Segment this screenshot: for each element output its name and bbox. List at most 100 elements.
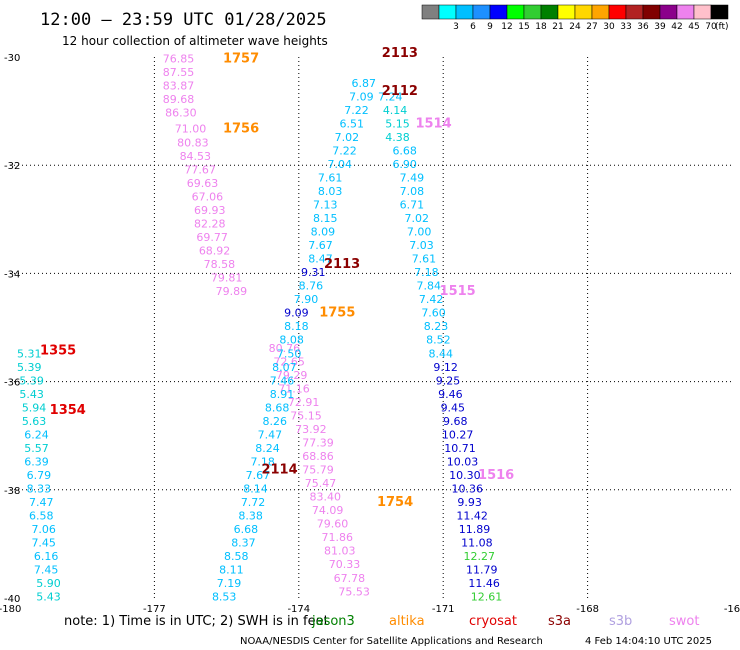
pass-number-label: 2112	[382, 84, 418, 99]
color-swatch	[557, 4, 576, 20]
color-scale-label: 12	[501, 22, 512, 32]
wave-height-value: 7.06	[31, 523, 56, 536]
wave-height-value: 11.42	[456, 510, 488, 523]
wave-height-value: 87.55	[163, 66, 195, 79]
color-swatch	[693, 4, 712, 20]
wave-height-value: 9.68	[443, 415, 468, 428]
wave-height-value: 7.02	[404, 212, 429, 225]
y-tick-label: -32	[4, 161, 20, 172]
wave-height-value: 82.28	[194, 217, 226, 230]
wave-height-value: 8.38	[238, 510, 263, 523]
color-scale-label: 70	[705, 22, 717, 32]
wave-height-value: 67.78	[334, 572, 366, 585]
color-swatch	[455, 4, 474, 20]
wave-height-value: 5.39	[17, 361, 42, 374]
wave-height-value: 6.24	[24, 428, 49, 441]
wave-height-value: 6.90	[392, 158, 417, 171]
color-scale-label: 30	[603, 22, 615, 32]
wave-height-value: 6.71	[400, 198, 425, 211]
pass-number-label: 1515	[440, 284, 476, 299]
color-scale-label: 21	[552, 22, 563, 32]
pass-number-label: 1757	[223, 51, 259, 66]
wave-height-value: 7.09	[349, 90, 374, 103]
wave-height-value: 7.08	[400, 185, 425, 198]
color-scale-label: 27	[586, 22, 597, 32]
wave-height-value: 8.58	[224, 550, 249, 563]
wave-height-value: 75.47	[305, 477, 337, 490]
y-tick-label: -30	[4, 53, 20, 64]
color-swatch	[438, 4, 457, 20]
wave-height-value: 9.31	[301, 266, 326, 279]
wave-height-value: 8.09	[311, 226, 336, 239]
color-swatch	[625, 4, 644, 20]
wave-height-value: 10.27	[442, 428, 474, 441]
wave-height-value: 7.04	[327, 158, 352, 171]
pass-number-label: 1516	[478, 468, 514, 483]
pass-number-label: 2113	[382, 46, 418, 61]
color-scale-label: 42	[671, 22, 682, 32]
wave-height-value: 7.22	[344, 104, 369, 117]
pass-numbers: 1757 1756 1755 1754 2113 2112 2113 2114 1514 1515…	[40, 46, 514, 510]
wave-height-value: 9.25	[436, 374, 461, 387]
color-scale-label: 33	[620, 22, 631, 32]
wave-height-value: 8.91	[270, 388, 295, 401]
color-scale-label: 36	[637, 22, 649, 32]
wave-height-value: 7.00	[407, 226, 432, 239]
wave-height-value: 5.63	[22, 415, 47, 428]
wave-height-value: 4.14	[383, 104, 408, 117]
wave-height-value: 5.94	[22, 401, 47, 414]
color-swatch	[472, 4, 491, 20]
x-tick-label: -168	[576, 604, 599, 615]
wave-height-value: 8.33	[27, 483, 52, 496]
wave-height-value: 6.87	[352, 77, 377, 90]
y-tick-label: -40	[4, 594, 20, 605]
pass-number-label: 1754	[377, 495, 413, 510]
wave-height-value: 7.03	[409, 239, 434, 252]
wave-height-value: 75.15	[290, 409, 322, 422]
wave-height-value: 83.40	[310, 491, 342, 504]
wave-height-value: 7.45	[31, 537, 56, 550]
wave-height-value: 7.13	[313, 198, 338, 211]
wave-height-value: 8.15	[313, 212, 338, 225]
wave-height-value: 71.00	[175, 123, 207, 136]
wave-height-value: 69.93	[194, 204, 226, 217]
wave-height-value: 5.39	[19, 374, 44, 387]
color-swatch	[659, 4, 678, 20]
satellite-legend-jason3: jason3	[311, 614, 355, 629]
wave-height-value: 89.68	[163, 93, 195, 106]
chart-subtitle: 12 hour collection of altimeter wave hei…	[62, 34, 328, 48]
wave-height-value: 70.33	[329, 558, 361, 571]
wave-height-value: 8.53	[212, 591, 237, 604]
wave-height-value: 8.08	[279, 334, 304, 347]
wave-height-value: 81.03	[324, 545, 356, 558]
wave-height-value: 8.23	[424, 320, 449, 333]
wave-height-value: 77.39	[302, 437, 334, 450]
wave-height-value: 79.29	[276, 369, 308, 382]
color-scale-label: 18	[535, 22, 547, 32]
wave-height-value: 8.03	[318, 185, 343, 198]
wave-height-value: 69.77	[196, 231, 228, 244]
color-swatch	[710, 4, 729, 20]
wave-height-value: 76.85	[163, 52, 195, 65]
wave-height-value: 8.07	[272, 361, 297, 374]
wave-height-value: 8.37	[231, 537, 256, 550]
wave-height-value: 7.24	[378, 90, 403, 103]
color-scale-label: 24	[569, 22, 581, 32]
credit-line: NOAA/NESDIS Center for Satellite Applica…	[240, 636, 543, 647]
wave-height-value: 8.14	[243, 483, 268, 496]
wave-height-value: 6.16	[34, 550, 59, 563]
color-scale-unit: (ft)	[715, 22, 729, 32]
color-swatch	[591, 4, 610, 20]
color-swatch	[523, 4, 542, 20]
lat-lon-grid	[10, 57, 732, 598]
wave-height-value: 7.61	[318, 171, 343, 184]
wave-height-value: 84.53	[180, 150, 212, 163]
wave-height-value: 10.71	[444, 442, 476, 455]
wave-height-value: 7.61	[412, 253, 437, 266]
color-scale-label: 39	[654, 22, 666, 32]
wave-height-value: 79.60	[317, 518, 349, 531]
pass-number-label: 2113	[324, 257, 360, 272]
